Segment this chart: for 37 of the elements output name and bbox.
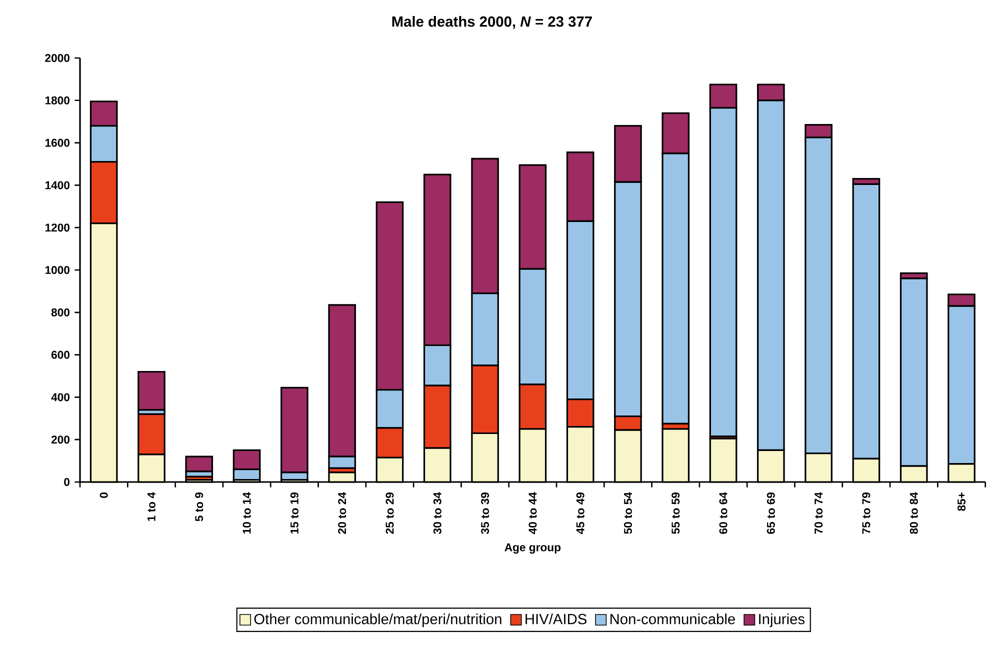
- y-tick-label: 1000: [45, 266, 70, 274]
- x-tick-label: 40 to 44: [528, 492, 537, 534]
- x-tick-label: 85+: [958, 492, 966, 511]
- x-tick-label: 60 to 64: [719, 492, 728, 534]
- x-tick-label: 35 to 39: [481, 492, 490, 534]
- y-tick-label: 1800: [45, 96, 70, 104]
- y-tick-label: 2000: [45, 54, 70, 62]
- y-tick-label: 200: [51, 436, 70, 444]
- legend-label: HIV/AIDS: [526, 613, 586, 624]
- x-tick-label: 25 to 29: [386, 492, 394, 534]
- y-tick-label: 400: [51, 393, 70, 402]
- x-tick-label: 45 to 49: [576, 492, 584, 534]
- y-tick-label: 1600: [45, 138, 70, 147]
- x-tick-label: 80 to 84: [910, 492, 918, 534]
- y-tick-label: 600: [51, 350, 70, 359]
- x-tick-label: 50 to 54: [624, 492, 632, 534]
- legend-label: Non-communicable: [610, 613, 735, 624]
- x-tick-label: 65 to 69: [766, 492, 775, 534]
- y-tick-label: 800: [51, 308, 70, 316]
- x-tick-label: 10 to 14: [242, 492, 251, 534]
- x-tick-label: 70 to 74: [814, 492, 823, 534]
- x-tick-label: 55 to 59: [672, 492, 680, 534]
- x-tick-label: 5 to 9: [195, 492, 204, 522]
- x-tick-label: 30 to 34: [433, 492, 442, 534]
- y-tick-label: 0: [64, 478, 70, 486]
- x-tick-label: 1 to 4: [148, 492, 156, 521]
- legend-label: Other communicable/mat/peri/nutrition: [254, 613, 502, 628]
- chart-title: Male deaths 2000, N = 23 377: [392, 16, 592, 29]
- x-tick-label: 75 to 79: [862, 492, 870, 534]
- x-tick-label: 15 to 19: [290, 492, 298, 534]
- x-axis-title: Age group: [504, 543, 561, 554]
- y-tick-label: 1200: [45, 224, 70, 232]
- legend-label: Injuries: [759, 613, 805, 628]
- x-tick-label: 20 to 24: [338, 492, 346, 534]
- y-tick-label: 1400: [45, 181, 70, 190]
- x-tick-label: 0: [100, 492, 108, 498]
- bar: [138, 370, 166, 411]
